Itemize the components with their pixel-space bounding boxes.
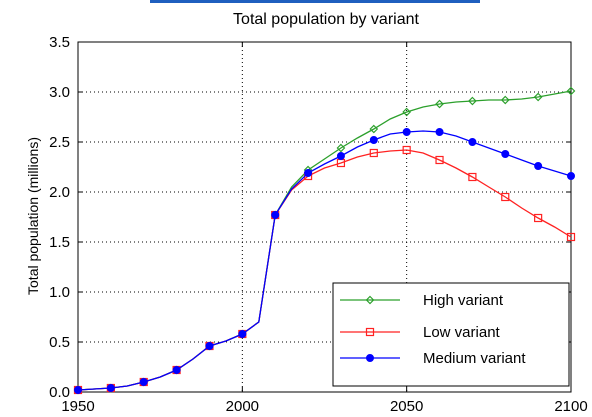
x-tick-label-2000: 2000 (226, 398, 259, 415)
x-tick-label-2100: 2100 (554, 398, 587, 415)
legend-item-high-variant: High variant (340, 292, 504, 309)
data-point-medium-variant-2050 (402, 128, 411, 136)
chart-title: Total population by variant (233, 11, 419, 28)
data-point-medium-variant-1970 (139, 378, 148, 386)
data-point-medium-variant-2060 (435, 128, 444, 136)
y-tick-label-2.5: 2.5 (49, 134, 70, 151)
cropped-header-remnant (150, 0, 480, 3)
y-tick-label-3.0: 3.0 (49, 84, 70, 101)
legend-marker-low-variant (365, 327, 375, 337)
data-point-high-variant-2080 (500, 95, 510, 105)
legend-label-medium-variant: Medium variant (423, 350, 526, 367)
data-point-low-variant-2060 (435, 155, 444, 165)
legend-marker-high-variant (365, 295, 375, 305)
data-point-high-variant-2070 (468, 96, 477, 106)
plot-frame (77, 41, 572, 393)
data-point-medium-variant-2000 (238, 330, 247, 338)
data-point-medium-variant-2010 (271, 211, 280, 219)
data-point-medium-variant-1990 (205, 342, 214, 350)
y-tick-label-0.5: 0.5 (49, 334, 70, 351)
y-tick-label-1.0: 1.0 (49, 284, 70, 301)
y-tick-label-3.5: 3.5 (49, 34, 70, 51)
data-point-medium-variant-2030 (336, 152, 345, 160)
legend-label-high-variant: High variant (423, 292, 504, 309)
data-point-low-variant-2100 (566, 232, 576, 242)
data-point-medium-variant-1960 (106, 384, 115, 392)
data-point-high-variant-2090 (533, 92, 543, 102)
legend-label-low-variant: Low variant (423, 324, 501, 341)
series-medium-variant (74, 128, 575, 394)
y-tick-labels: 0.0 0.5 1.0 1.5 2.0 2.5 3.0 3.5 (49, 34, 70, 401)
data-point-high-variant-2050 (402, 107, 412, 117)
data-point-high-variant-2060 (435, 99, 444, 109)
data-point-medium-variant-1980 (172, 366, 181, 374)
legend: High variant Low variant Medium variant (332, 282, 570, 387)
data-point-medium-variant-2040 (369, 136, 378, 144)
x-tick-labels: 1950 2000 2050 2100 (61, 398, 587, 415)
data-point-medium-variant-2070 (468, 138, 477, 146)
legend-marker-medium-variant (366, 354, 374, 362)
data-point-low-variant-2040 (369, 148, 378, 158)
series-line-medium-variant (77, 130, 572, 391)
y-tick-label-2.0: 2.0 (49, 184, 70, 201)
x-tick-label-2050: 2050 (390, 398, 423, 415)
series-layer (73, 86, 576, 395)
legend-item-low-variant: Low variant (340, 324, 501, 341)
data-point-low-variant-2080 (501, 192, 510, 202)
data-point-high-variant-2100 (566, 86, 576, 96)
legend-item-medium-variant: Medium variant (340, 350, 526, 367)
data-point-low-variant-2070 (468, 172, 477, 182)
data-point-medium-variant-2080 (501, 150, 510, 158)
y-tick-label-1.5: 1.5 (49, 234, 70, 251)
data-point-low-variant-2090 (534, 213, 543, 223)
data-point-high-variant-2040 (369, 124, 379, 134)
y-tick-label-0.0: 0.0 (49, 384, 70, 401)
data-point-high-variant-2030 (336, 143, 346, 153)
data-point-low-variant-2050 (402, 145, 411, 155)
x-tick-label-1950: 1950 (61, 398, 94, 415)
data-point-medium-variant-1950 (74, 386, 82, 394)
y-axis-label: Total population (millions) (25, 137, 41, 295)
data-point-medium-variant-2090 (534, 162, 543, 170)
data-point-medium-variant-2020 (304, 169, 313, 177)
data-point-medium-variant-2100 (567, 172, 575, 180)
